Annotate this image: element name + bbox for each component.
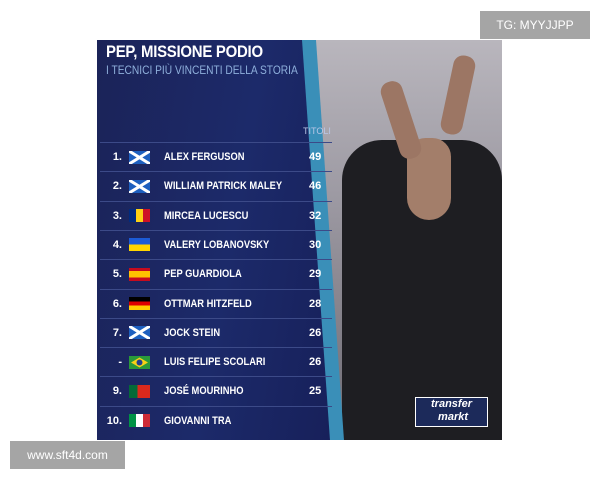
titles-count: 46 <box>309 180 322 193</box>
table-row: 3. MIRCEA LUCESCU 32 <box>100 200 332 230</box>
rank: 4. <box>112 238 122 251</box>
rank: 5. <box>112 268 122 281</box>
coach-name: WILLIAM PATRICK MALEY <box>164 180 283 193</box>
coach-name: ALEX FERGUSON <box>164 151 245 163</box>
table-row: 1. ALEX FERGUSON 49 <box>100 142 332 171</box>
coach-name: LUIS FELIPE SCOLARI <box>164 356 266 369</box>
coach-name: OTTMAR HITZFELD <box>164 297 252 310</box>
brazil-flag-icon <box>129 355 150 369</box>
titles-count: 26 <box>309 326 322 339</box>
table-row: 6. OTTMAR HITZFELD 28 <box>100 288 332 318</box>
titles-count: 49 <box>309 151 322 163</box>
rank: - <box>118 356 122 369</box>
table-row: 4. VALERY LOBANOVSKY 30 <box>100 229 332 259</box>
rank: 3. <box>112 209 122 222</box>
titles-column-header: TITOLI <box>303 126 331 136</box>
coach-name: JOSÉ MOURINHO <box>164 385 244 398</box>
spain-flag-icon <box>129 267 150 281</box>
watermark-bottom: www.sft4d.com <box>10 441 125 469</box>
portugal-flag-icon <box>129 384 150 398</box>
titles-count: 30 <box>309 238 322 251</box>
scotland-flag-icon <box>129 150 150 164</box>
table-row: 7. JOCK STEIN 26 <box>100 317 332 347</box>
table-row: - LUIS FELIPE SCOLARI 26 <box>100 347 332 376</box>
page-subtitle: I TECNICI PIÙ VINCENTI DELLA STORIA <box>106 63 298 77</box>
rank: 2. <box>112 180 122 193</box>
ukraine-flag-icon <box>129 238 150 252</box>
romania-flag-icon <box>129 209 150 223</box>
table-row: 5. PEP GUARDIOLA 29 <box>100 259 332 288</box>
watermark-top: TG: MYYJJPP <box>480 11 590 39</box>
coach-name: PEP GUARDIOLA <box>164 268 242 281</box>
titles-count: 32 <box>309 209 322 222</box>
rank: 6. <box>112 297 122 310</box>
scotland-flag-icon <box>129 179 150 193</box>
rank: 10. <box>106 414 122 427</box>
scotland-flag-icon <box>129 326 150 340</box>
infographic: PEP, MISSIONE PODIO I TECNICI PIÙ VINCEN… <box>97 40 502 440</box>
coach-name: MIRCEA LUCESCU <box>164 209 249 222</box>
titles-count: 28 <box>309 297 322 310</box>
coach-name: GIOVANNI TRA <box>164 414 232 427</box>
titles-count: 26 <box>309 356 322 369</box>
page-title: PEP, MISSIONE PODIO <box>106 42 263 61</box>
titles-count: 29 <box>309 268 322 281</box>
transfermarkt-logo: transfer markt <box>415 397 488 427</box>
germany-flag-icon <box>129 297 150 310</box>
table-row: 9. JOSÉ MOURINHO 25 <box>100 376 332 405</box>
italy-flag-icon <box>129 414 150 428</box>
table-row: 2. WILLIAM PATRICK MALEY 46 <box>100 171 332 200</box>
rank: 7. <box>112 326 122 339</box>
table-row: 10. GIOVANNI TRA <box>100 405 332 435</box>
rank: 1. <box>112 151 122 163</box>
rank: 9. <box>112 385 122 398</box>
coach-name: VALERY LOBANOVSKY <box>164 238 270 251</box>
guardiola-photo <box>312 40 502 440</box>
coach-name: JOCK STEIN <box>164 326 221 339</box>
titles-count: 25 <box>309 385 322 398</box>
